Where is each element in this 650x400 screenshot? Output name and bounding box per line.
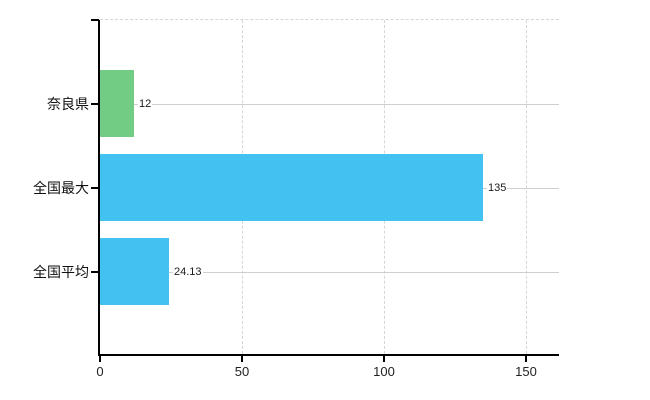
value-label: 135 xyxy=(487,181,508,195)
category-label: 全国最大 xyxy=(33,180,89,196)
bar xyxy=(100,70,134,137)
y-axis-tick xyxy=(91,271,99,273)
x-axis-tick xyxy=(383,354,385,362)
y-axis-tick xyxy=(91,103,99,105)
x-tick-label: 0 xyxy=(96,364,104,379)
x-axis-tick xyxy=(525,354,527,362)
value-label: 24.13 xyxy=(173,265,203,279)
x-tick-label: 100 xyxy=(373,364,395,379)
x-axis-line xyxy=(98,354,559,356)
x-tick-label: 150 xyxy=(515,364,537,379)
x-tick-label: 50 xyxy=(234,364,250,379)
category-label: 奈良県 xyxy=(47,96,89,112)
horizontal-gridline xyxy=(100,272,559,273)
y-axis-line xyxy=(98,20,100,354)
y-axis-tick xyxy=(91,187,99,189)
vertical-gridline xyxy=(526,20,527,354)
bar xyxy=(100,154,483,221)
plot-top-border xyxy=(100,19,559,20)
x-axis-tick xyxy=(99,354,101,362)
x-axis-tick xyxy=(241,354,243,362)
value-label: 12 xyxy=(138,97,153,111)
bar xyxy=(100,238,169,305)
horizontal-gridline xyxy=(100,104,559,105)
y-axis-tick xyxy=(91,19,99,21)
category-label: 全国平均 xyxy=(33,264,89,280)
